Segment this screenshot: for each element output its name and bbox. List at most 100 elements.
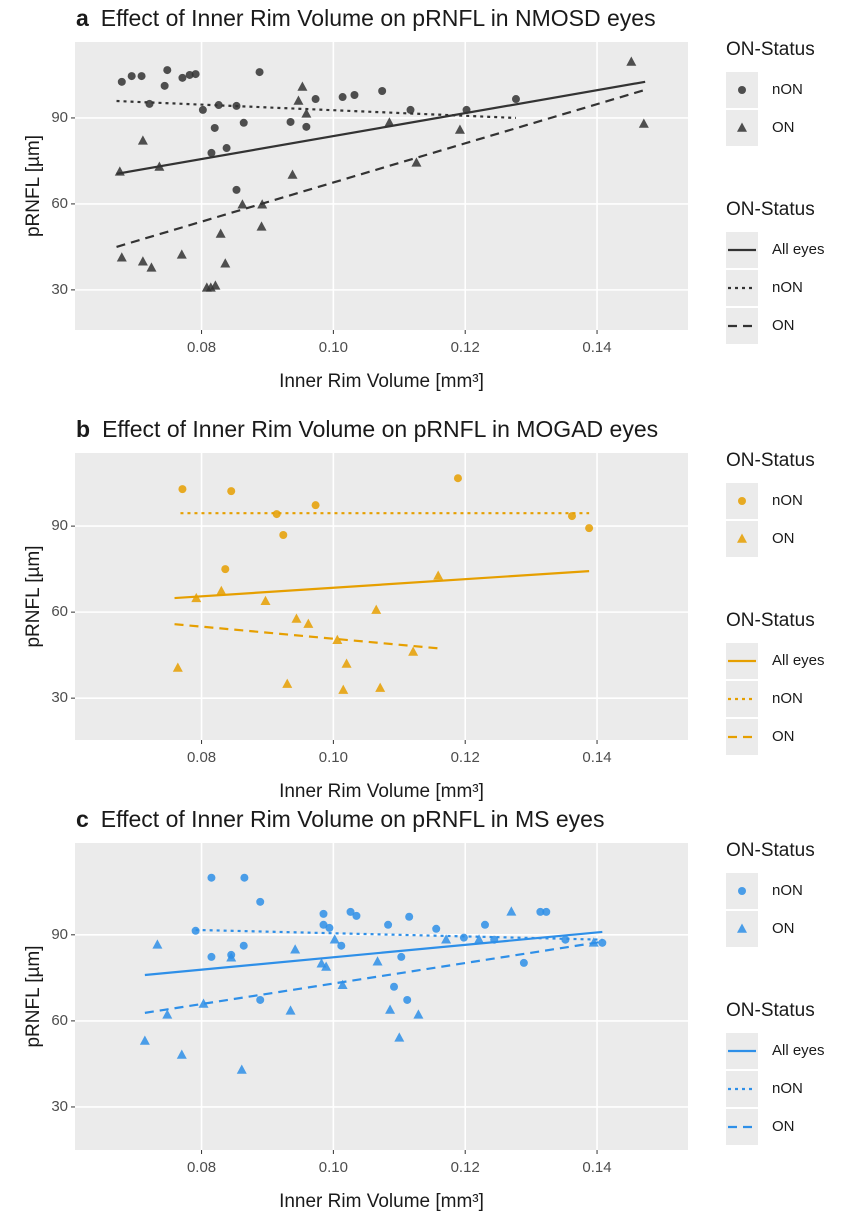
- x-tick-label: 0.12: [451, 749, 480, 766]
- point-circle: [453, 474, 462, 483]
- point-triangle: [737, 533, 747, 543]
- point-triangle: [454, 124, 465, 134]
- y-tick-label: 60: [51, 1012, 68, 1029]
- chart-title: c Effect of Inner Rim Volume on pRNFL in …: [76, 806, 604, 832]
- y-tick-label: 60: [51, 195, 68, 212]
- point-circle: [279, 531, 288, 539]
- point-triangle: [176, 249, 187, 259]
- y-tick-label: 30: [51, 1098, 68, 1115]
- point-triangle: [411, 157, 422, 167]
- fit-line: [144, 930, 603, 977]
- point-circle: [325, 923, 334, 932]
- point-circle: [337, 941, 346, 950]
- point-circle: [302, 122, 311, 131]
- point-triangle: [394, 1032, 405, 1042]
- point-triangle: [287, 169, 298, 179]
- x-tick-label: 0.12: [451, 339, 480, 356]
- point-circle: [384, 920, 393, 929]
- point-triangle: [474, 934, 485, 944]
- x-axis-title: Inner Rim Volume [mm³]: [279, 371, 484, 392]
- point-triangle: [293, 95, 304, 105]
- legend-label: nON: [772, 882, 803, 899]
- point-circle: [207, 873, 216, 882]
- point-circle: [239, 941, 248, 950]
- point-circle: [536, 907, 545, 916]
- x-tick-label: 0.10: [319, 749, 348, 766]
- point-circle: [378, 87, 387, 96]
- fit-line: [174, 570, 590, 600]
- point-circle: [286, 117, 295, 126]
- point-triangle: [176, 1049, 187, 1059]
- legend-label: ON: [772, 1118, 795, 1135]
- point-triangle: [375, 682, 386, 692]
- y-axis-title: pRNFL [µm]: [23, 945, 44, 1047]
- point-triangle: [116, 252, 127, 262]
- legend-title: ON-Status: [726, 610, 815, 631]
- point-triangle: [384, 117, 395, 127]
- legend-label: All eyes: [772, 241, 825, 258]
- point-triangle: [137, 256, 148, 266]
- legend-label: nON: [772, 690, 803, 707]
- point-circle: [207, 952, 216, 961]
- point-triangle: [332, 634, 343, 644]
- point-circle: [397, 952, 406, 961]
- x-tick-label: 0.08: [187, 339, 216, 356]
- y-tick-label: 30: [51, 281, 68, 298]
- point-circle: [160, 81, 169, 90]
- legend-title: ON-Status: [726, 199, 815, 220]
- x-axis-title: Inner Rim Volume [mm³]: [279, 781, 484, 802]
- legend-label: nON: [772, 1080, 803, 1097]
- point-circle: [480, 920, 489, 929]
- point-circle: [256, 995, 265, 1004]
- title-text: Effect of Inner Rim Volume on pRNFL in N…: [101, 5, 656, 31]
- point-circle: [256, 897, 265, 906]
- legend-label: nON: [772, 492, 803, 509]
- fit-line: [116, 80, 646, 175]
- point-circle: [185, 70, 194, 79]
- y-tick-label: 30: [51, 689, 68, 706]
- legend-label: ON: [772, 920, 795, 937]
- x-axis-title: Inner Rim Volume [mm³]: [279, 1191, 484, 1211]
- point-circle: [311, 501, 320, 510]
- point-circle: [561, 935, 570, 944]
- point-triangle: [638, 118, 649, 128]
- point-triangle: [236, 1064, 247, 1074]
- panel-tag: c: [76, 806, 89, 832]
- point-triangle: [433, 570, 444, 580]
- point-triangle: [256, 221, 267, 231]
- chart-title: a Effect of Inner Rim Volume on pRNFL in …: [76, 5, 656, 31]
- point-circle: [311, 95, 320, 104]
- point-circle: [403, 995, 412, 1004]
- chart-title: b Effect of Inner Rim Volume on pRNFL in …: [76, 416, 658, 442]
- point-circle: [542, 907, 551, 916]
- point-triangle: [337, 979, 348, 990]
- point-circle: [232, 185, 241, 194]
- point-triangle: [290, 944, 301, 954]
- legend-label: ON: [772, 530, 795, 547]
- point-triangle: [297, 81, 308, 91]
- legend-label: ON: [772, 728, 795, 745]
- point-circle: [350, 91, 359, 100]
- point-circle: [137, 72, 146, 81]
- panel: 0.08 0.10 0.12 0.14 30 60 90 a Effect of Inner R…: [23, 5, 825, 392]
- fit-line: [195, 928, 603, 941]
- point-circle: [519, 958, 528, 967]
- point-circle: [117, 77, 126, 86]
- point-triangle: [198, 998, 209, 1008]
- point-triangle: [321, 961, 332, 971]
- point-triangle: [210, 280, 221, 290]
- point-circle: [738, 887, 746, 895]
- point-circle: [390, 982, 399, 991]
- point-triangle: [162, 1009, 173, 1019]
- point-circle: [272, 510, 281, 519]
- legend-label: ON: [772, 119, 795, 136]
- y-axis-title: pRNFL [µm]: [23, 135, 44, 237]
- point-triangle: [137, 135, 148, 145]
- legend-title: ON-Status: [726, 840, 815, 861]
- x-tick-label: 0.14: [582, 339, 611, 356]
- legend-title: ON-Status: [726, 450, 815, 471]
- x-tick-label: 0.14: [582, 749, 611, 766]
- point-triangle: [172, 662, 183, 672]
- panel-tag: a: [76, 5, 89, 31]
- point-triangle: [216, 585, 227, 595]
